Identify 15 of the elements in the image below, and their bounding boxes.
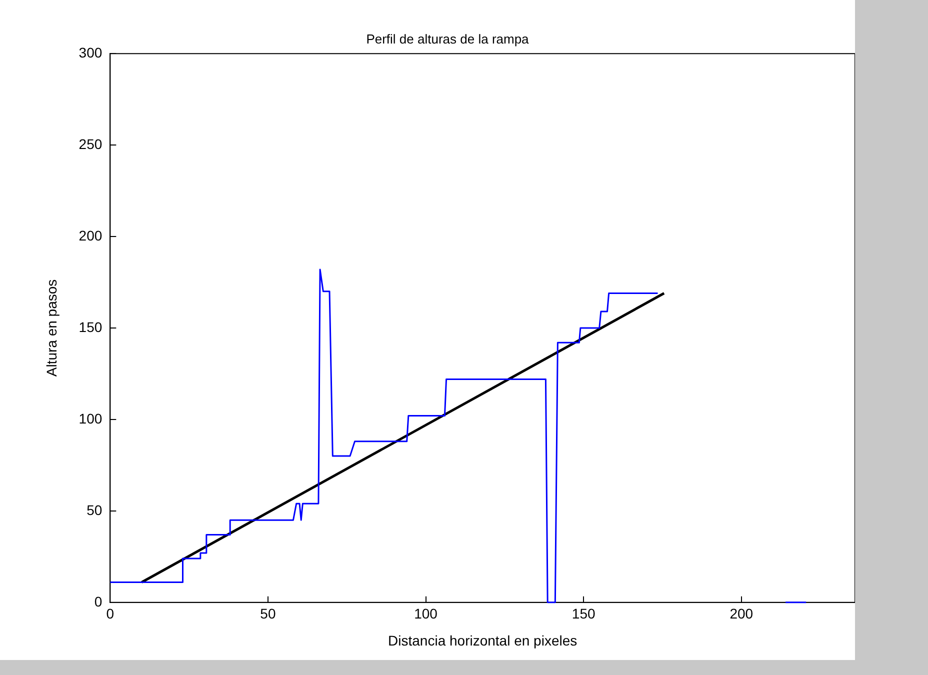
y-tick-label: 50 [86, 502, 102, 518]
y-tick-label: 100 [78, 410, 102, 426]
y-tick-label: 0 [94, 593, 102, 610]
y-axis-title: Altura en pasos [43, 279, 60, 377]
y-tick-label: 150 [78, 318, 102, 335]
x-tick-label: 100 [414, 606, 438, 622]
y-tick-label: 300 [78, 44, 102, 60]
x-tick-label: 200 [730, 606, 754, 622]
x-tick-label: 50 [260, 606, 276, 622]
x-tick-label: 0 [106, 606, 114, 622]
x-axis-title: Distancia horizontal en pixeles [388, 632, 578, 648]
chart-title: Perfil de alturas de la rampa [366, 31, 530, 46]
y-tick-label: 250 [78, 136, 102, 152]
y-tick-label: 200 [78, 227, 102, 244]
x-tick-label: 150 [572, 606, 596, 622]
